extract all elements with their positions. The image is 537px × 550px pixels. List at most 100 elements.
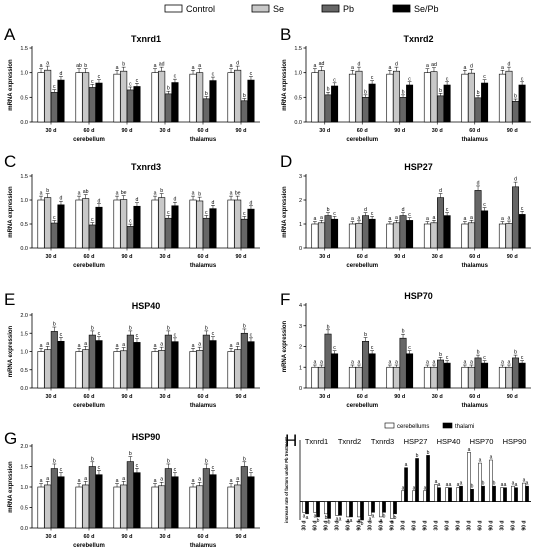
significance-letter: c — [98, 74, 101, 80]
bar — [317, 70, 325, 123]
bar — [335, 501, 339, 516]
bar — [348, 73, 356, 123]
significance-letter: b — [243, 93, 246, 99]
significance-letter: a — [40, 343, 43, 349]
bar — [158, 70, 166, 123]
significance-letter: a — [320, 215, 323, 221]
x-tick-label: 60 d — [197, 254, 208, 260]
bar — [430, 366, 438, 389]
significance-letter: b — [477, 90, 480, 96]
x-tick-label: 90 d — [507, 394, 518, 400]
bar — [393, 501, 397, 515]
panel-letter: G — [4, 429, 17, 448]
bar — [331, 353, 339, 389]
panel-letter: F — [280, 290, 290, 309]
significance-letter: b — [327, 87, 330, 93]
significance-letter: c — [91, 79, 94, 85]
significance-letter: b — [205, 458, 208, 464]
significance-letter: a — [154, 191, 157, 197]
x-tick-label: 30 d — [45, 534, 56, 540]
group-label: thalamus — [190, 403, 217, 409]
x-tick-label: 90 d — [324, 521, 330, 531]
significance-letter: be — [235, 191, 241, 197]
significance-letter: a — [313, 216, 316, 222]
significance-letter: a — [78, 478, 81, 484]
x-tick-label: 90 d — [456, 521, 462, 531]
bar — [196, 200, 204, 249]
bar — [430, 71, 438, 123]
significance-letter: be — [121, 190, 127, 196]
significance-letter: ad — [319, 61, 325, 67]
bar — [368, 218, 376, 249]
bar — [95, 206, 103, 249]
bar — [209, 208, 217, 249]
bar — [492, 485, 496, 502]
x-tick-label: 30 d — [302, 521, 308, 531]
significance-letter: a — [413, 485, 416, 491]
bar — [461, 73, 469, 123]
significance-letter: a — [501, 482, 504, 488]
significance-letter: a — [336, 516, 339, 522]
significance-letter: a — [40, 191, 43, 197]
significance-letter: a — [198, 63, 201, 69]
bar — [88, 87, 96, 123]
significance-letter: d — [514, 177, 517, 183]
significance-letter: b — [160, 188, 163, 194]
significance-letter: a — [46, 341, 49, 347]
significance-letter: a — [116, 65, 119, 71]
x-tick-label: 60 d — [357, 128, 368, 134]
significance-letter: b — [91, 325, 94, 331]
significance-letter: a — [526, 481, 529, 487]
significance-letter: a — [512, 481, 515, 487]
bar — [406, 84, 414, 123]
significance-letter: a — [358, 215, 361, 221]
significance-letter: d — [60, 71, 63, 77]
bar — [368, 83, 376, 123]
bar — [355, 366, 363, 389]
x-tick-label: 90 d — [489, 521, 495, 531]
x-tick-label: 30 d — [159, 394, 170, 400]
bar — [362, 341, 370, 389]
bar — [302, 501, 306, 513]
bar — [164, 468, 172, 529]
x-tick-label: 60 d — [197, 128, 208, 134]
bar — [392, 222, 400, 249]
significance-letter: d — [395, 62, 398, 68]
bar — [338, 501, 342, 516]
significance-letter: c — [408, 212, 411, 218]
bar — [202, 98, 210, 123]
significance-letter: a — [388, 65, 391, 71]
significance-letter: ab — [76, 63, 82, 69]
significance-letter: a — [523, 478, 526, 484]
factor-label: HSP40 — [437, 437, 461, 446]
significance-letter: b — [129, 451, 132, 457]
bar — [412, 490, 416, 502]
legend-swatch-0 — [164, 4, 183, 13]
y-tick-label: 1.0 — [20, 485, 28, 491]
significance-letter: a — [424, 485, 427, 491]
significance-letter: b — [402, 89, 405, 95]
significance-letter: c — [371, 75, 374, 81]
x-tick-label: 90 d — [235, 128, 246, 134]
bar — [348, 366, 356, 389]
bar — [189, 199, 197, 249]
bar — [126, 461, 134, 529]
significance-letter: a — [192, 191, 195, 197]
legend-swatch-1 — [251, 4, 270, 13]
significance-letter: c — [136, 333, 139, 339]
bar — [355, 70, 363, 123]
legend-label-2: Pb — [343, 4, 354, 14]
significance-letter: d — [236, 61, 239, 67]
bar — [518, 84, 526, 123]
bar — [75, 486, 83, 529]
bar — [75, 199, 83, 249]
x-tick-label: 90 d — [394, 394, 405, 400]
x-tick-label: 60 d — [197, 394, 208, 400]
bar — [171, 341, 179, 389]
significance-letter: a — [426, 216, 429, 222]
bar — [158, 485, 166, 529]
significance-letter: b — [167, 325, 170, 331]
y-tick-label: 3 — [299, 324, 302, 330]
significance-letter: a — [369, 516, 372, 522]
y-tick-label: 1 — [299, 365, 302, 371]
